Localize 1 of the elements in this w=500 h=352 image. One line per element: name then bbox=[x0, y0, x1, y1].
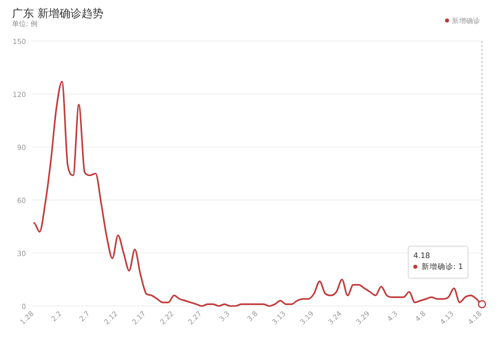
chart-title: 广东 新增确诊趋势 bbox=[12, 7, 104, 20]
